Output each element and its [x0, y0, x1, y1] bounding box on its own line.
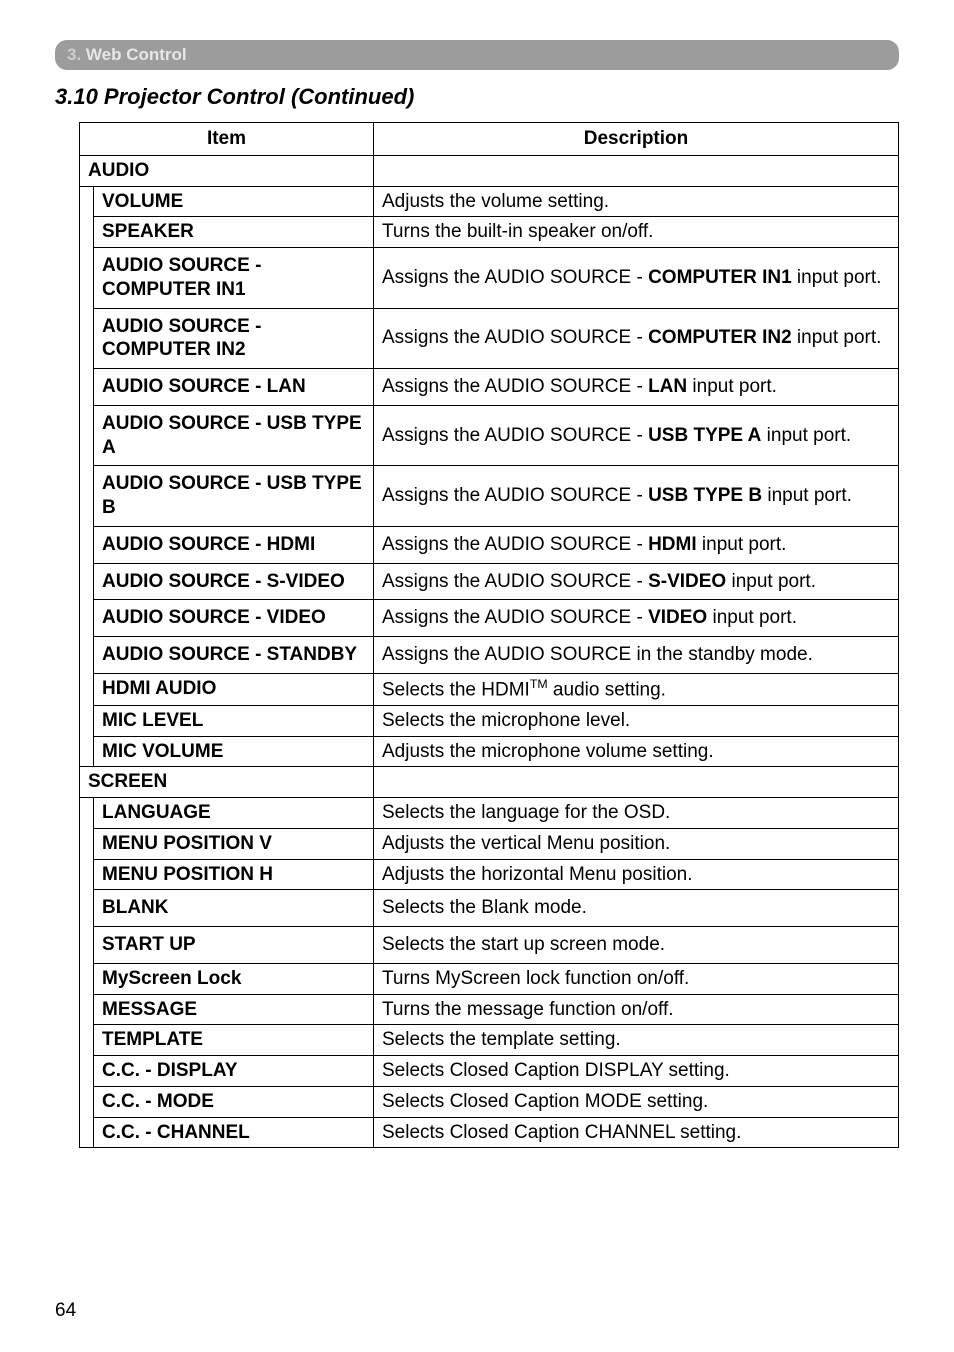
description-cell: Assigns the AUDIO SOURCE - S-VIDEO input… — [374, 563, 899, 600]
item-cell: AUDIO SOURCE - LAN — [94, 369, 374, 406]
description-cell: Selects Closed Caption DISPLAY setting. — [374, 1056, 899, 1087]
description-cell: Turns the built-in speaker on/off. — [374, 217, 899, 248]
description-cell: Assigns the AUDIO SOURCE - USB TYPE A in… — [374, 405, 899, 466]
item-cell: MESSAGE — [94, 994, 374, 1025]
description-cell: Adjusts the vertical Menu position. — [374, 828, 899, 859]
description-cell: Selects Closed Caption MODE setting. — [374, 1086, 899, 1117]
item-cell: VOLUME — [94, 186, 374, 217]
item-cell: AUDIO SOURCE - STANDBY — [94, 637, 374, 674]
item-cell: AUDIO SOURCE - COMPUTER IN1 — [94, 248, 374, 309]
item-cell: MIC VOLUME — [94, 736, 374, 767]
col-header-description: Description — [374, 123, 899, 156]
description-cell: Assigns the AUDIO SOURCE - LAN input por… — [374, 369, 899, 406]
item-cell: LANGUAGE — [94, 798, 374, 829]
description-cell: Selects the start up screen mode. — [374, 927, 899, 964]
item-cell: MENU POSITION H — [94, 859, 374, 890]
description-cell: Assigns the AUDIO SOURCE - USB TYPE B in… — [374, 466, 899, 527]
item-cell: TEMPLATE — [94, 1025, 374, 1056]
page-number: 64 — [55, 1300, 76, 1322]
item-cell: AUDIO SOURCE - HDMI — [94, 526, 374, 563]
item-cell: AUDIO SOURCE - USB TYPE A — [94, 405, 374, 466]
description-cell: Selects Closed Caption CHANNEL setting. — [374, 1117, 899, 1148]
group-label: SCREEN — [80, 767, 374, 798]
projector-control-table: Item Description AUDIOVOLUMEAdjusts the … — [79, 122, 899, 1148]
description-cell: Selects the Blank mode. — [374, 890, 899, 927]
item-cell: MENU POSITION V — [94, 828, 374, 859]
item-cell: AUDIO SOURCE - COMPUTER IN2 — [94, 308, 374, 369]
item-cell: C.C. - CHANNEL — [94, 1117, 374, 1148]
chapter-number: 3. — [67, 45, 81, 64]
description-cell: Selects the template setting. — [374, 1025, 899, 1056]
description-cell: Assigns the AUDIO SOURCE in the standby … — [374, 637, 899, 674]
description-cell: Selects the microphone level. — [374, 705, 899, 736]
group-empty-cell — [374, 767, 899, 798]
description-cell: Adjusts the volume setting. — [374, 186, 899, 217]
chapter-title: Web Control — [86, 45, 187, 64]
description-cell: Selects the language for the OSD. — [374, 798, 899, 829]
item-cell: BLANK — [94, 890, 374, 927]
description-cell: Adjusts the horizontal Menu position. — [374, 859, 899, 890]
item-cell: AUDIO SOURCE - USB TYPE B — [94, 466, 374, 527]
description-cell: Assigns the AUDIO SOURCE - VIDEO input p… — [374, 600, 899, 637]
section-title: 3.10 Projector Control (Continued) — [55, 84, 899, 110]
indent-spacer — [80, 798, 94, 1148]
item-cell: MIC LEVEL — [94, 705, 374, 736]
item-cell: START UP — [94, 927, 374, 964]
description-cell: Adjusts the microphone volume setting. — [374, 736, 899, 767]
item-cell: AUDIO SOURCE - S-VIDEO — [94, 563, 374, 600]
indent-spacer — [80, 186, 94, 767]
description-cell: Assigns the AUDIO SOURCE - COMPUTER IN1 … — [374, 248, 899, 309]
group-empty-cell — [374, 155, 899, 186]
description-cell: Turns MyScreen lock function on/off. — [374, 963, 899, 994]
item-cell: C.C. - MODE — [94, 1086, 374, 1117]
item-cell: AUDIO SOURCE - VIDEO — [94, 600, 374, 637]
group-label: AUDIO — [80, 155, 374, 186]
col-header-item: Item — [80, 123, 374, 156]
item-cell: SPEAKER — [94, 217, 374, 248]
description-cell: Assigns the AUDIO SOURCE - COMPUTER IN2 … — [374, 308, 899, 369]
item-cell: MyScreen Lock — [94, 963, 374, 994]
item-cell: HDMI AUDIO — [94, 673, 374, 705]
description-cell: Turns the message function on/off. — [374, 994, 899, 1025]
item-cell: C.C. - DISPLAY — [94, 1056, 374, 1087]
description-cell: Selects the HDMITM audio setting. — [374, 673, 899, 705]
description-cell: Assigns the AUDIO SOURCE - HDMI input po… — [374, 526, 899, 563]
chapter-tab: 3. Web Control — [55, 40, 899, 70]
